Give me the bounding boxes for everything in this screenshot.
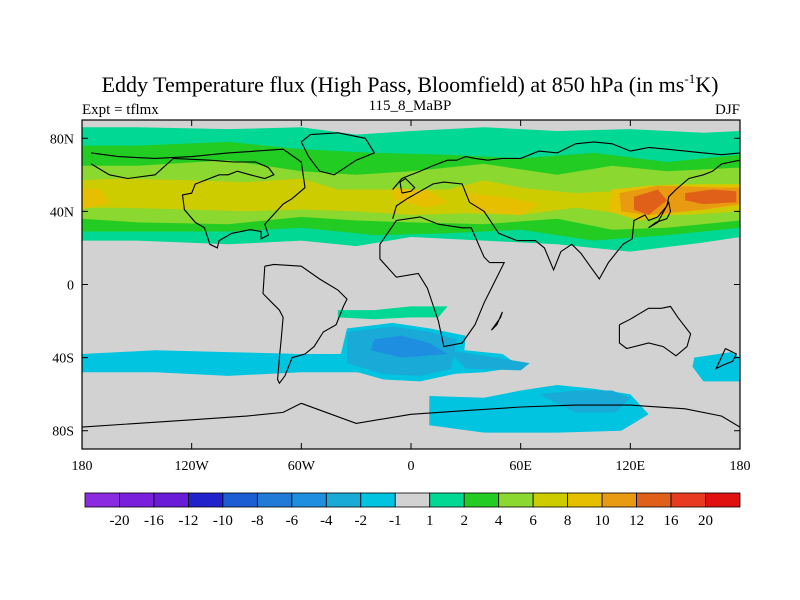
contour-region-19 — [337, 306, 430, 320]
contour-fills — [82, 127, 740, 433]
colorbar-label-2: -12 — [178, 513, 198, 529]
coastline-uk — [399, 177, 416, 194]
colorbar-label-14: 10 — [595, 513, 610, 529]
left-label: Expt = tflmx — [82, 102, 159, 118]
colorbar-box-18 — [705, 492, 741, 508]
colorbar-label-11: 4 — [495, 513, 503, 529]
y-tick-label-1: 40N — [50, 205, 74, 220]
coastline-north-america — [90, 148, 306, 249]
y-tick-label-4: 80S — [52, 425, 74, 440]
colorbar-label-8: -1 — [389, 513, 402, 529]
contour-region-4 — [82, 187, 110, 210]
colorbar-box-15 — [601, 492, 637, 508]
colorbar-box-4 — [222, 492, 258, 508]
colorbar-label-1: -16 — [144, 513, 164, 529]
colorbar-box-10 — [429, 492, 465, 508]
chart-title-main: Eddy Temperature flux (High Pass, Bloomf… — [102, 72, 685, 97]
x-tick-label-0: 180 — [72, 459, 93, 474]
x-tick-label-6: 180 — [730, 459, 751, 474]
contour-region-16 — [447, 350, 530, 371]
colorbar-box-7 — [325, 492, 362, 508]
coastline-south-america — [262, 263, 348, 385]
colorbar-label-13: 8 — [564, 513, 572, 529]
contour-region-10 — [685, 189, 737, 205]
chart-title-superscript: -1 — [684, 71, 695, 86]
chart-title: Eddy Temperature flux (High Pass, Bloomf… — [102, 71, 719, 97]
x-tick-label-2: 60W — [288, 459, 316, 474]
colorbar-label-17: 20 — [698, 513, 713, 529]
contour-region-9 — [634, 189, 667, 215]
coastline-japan — [648, 200, 672, 229]
colorbar-label-10: 2 — [460, 513, 468, 529]
contour-region-13 — [692, 352, 740, 382]
colorbar-label-16: 16 — [664, 513, 680, 529]
colorbar-label-12: 6 — [529, 513, 537, 529]
colorbar-label-9: 1 — [426, 513, 434, 529]
colorbar-box-17 — [670, 492, 706, 508]
colorbar-box-12 — [498, 492, 534, 508]
axis-ticks: 180 120W 60W 0 60E 120E 180 80N 40N 0 40S 80S — [50, 120, 751, 474]
colorbar-box-1 — [119, 492, 155, 508]
contour-region-17 — [538, 390, 631, 413]
colorbar-label-5: -6 — [286, 513, 299, 529]
colorbar-box-9 — [394, 492, 431, 508]
colorbar-box-14 — [567, 492, 603, 508]
colorbar-label-15: 12 — [629, 513, 644, 529]
coastline-new-zealand — [715, 348, 738, 370]
coastline-australia — [618, 305, 692, 357]
y-tick-label-3: 40S — [52, 352, 74, 367]
colorbar: -20 -16 -12 -10 -8 -6 -4 -2 -1 1 2 4 6 8 10 12 16 20 — [84, 492, 741, 529]
colorbar-box-6 — [291, 492, 327, 508]
colorbar-box-2 — [153, 492, 189, 508]
colorbar-label-7: -2 — [355, 513, 368, 529]
coastline-greenland — [300, 132, 376, 176]
colorbar-label-0: -20 — [109, 513, 129, 529]
center-label: 115_8_MaBP — [369, 98, 452, 114]
x-tick-label-5: 120E — [616, 459, 646, 474]
colorbar-box-5 — [256, 492, 293, 508]
colorbar-box-8 — [360, 492, 396, 508]
y-tick-label-2: 0 — [67, 279, 74, 294]
coastline-africa — [379, 216, 506, 348]
contour-region-6 — [465, 193, 539, 215]
x-tick-label-3: 0 — [408, 459, 415, 474]
colorbar-box-11 — [463, 492, 500, 508]
right-label: DJF — [715, 102, 740, 118]
chart-title-end: K) — [695, 72, 718, 97]
y-tick-label-0: 80N — [50, 132, 74, 147]
contour-region-18 — [370, 335, 448, 358]
x-tick-label-4: 60E — [509, 459, 532, 474]
colorbar-label-3: -10 — [213, 513, 233, 529]
x-tick-label-1: 120W — [175, 459, 210, 474]
coastline-eurasia — [392, 141, 740, 281]
coastlines — [82, 132, 740, 449]
colorbar-box-13 — [532, 492, 569, 508]
colorbar-label-6: -4 — [320, 513, 333, 529]
colorbar-box-0 — [84, 492, 120, 508]
contour-region-20 — [411, 306, 448, 318]
colorbar-box-3 — [188, 492, 224, 508]
coastline-antarctica — [82, 402, 740, 449]
colorbar-label-4: -8 — [251, 513, 264, 529]
colorbar-box-16 — [636, 492, 672, 508]
coastline-madagascar — [490, 311, 503, 331]
